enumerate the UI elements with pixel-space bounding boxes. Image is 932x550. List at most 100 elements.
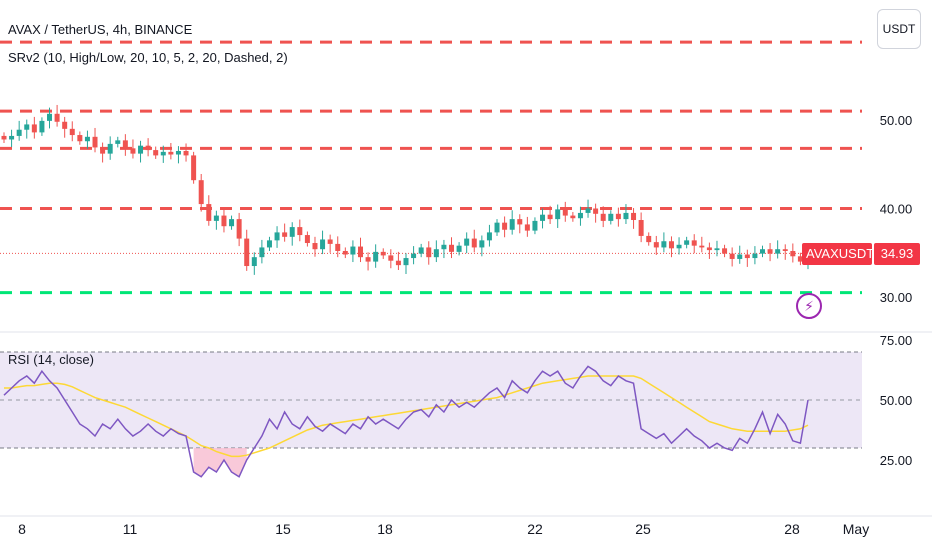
candle-body: [77, 135, 83, 142]
candle: [221, 208, 227, 233]
candle: [600, 206, 606, 228]
candle: [646, 232, 652, 246]
candle-body: [47, 113, 53, 121]
candle: [183, 143, 189, 162]
candle-body: [9, 135, 15, 140]
candle: [16, 120, 22, 141]
srv2-indicator-legend[interactable]: SRv2 (10, High/Low, 20, 10, 5, 2, 20, Da…: [8, 50, 288, 65]
rsi-ma-line: [4, 375, 809, 458]
candle: [130, 139, 136, 159]
candle: [138, 140, 144, 163]
candle: [608, 210, 614, 225]
candle-body: [494, 222, 500, 233]
candle-body: [570, 215, 576, 219]
rsi-band-fill: [0, 352, 862, 448]
candle: [691, 234, 697, 254]
candle-body: [714, 248, 720, 251]
candle-body: [593, 208, 599, 214]
candle-body: [502, 222, 508, 230]
candle-body: [282, 232, 288, 237]
candle: [244, 229, 250, 271]
candle-body: [737, 254, 743, 259]
candle: [570, 212, 576, 222]
candle-body: [122, 140, 128, 149]
candle-body: [608, 213, 614, 221]
candle: [115, 136, 121, 148]
currency-button[interactable]: USDT: [877, 9, 921, 49]
candle-body: [84, 136, 90, 142]
candle: [767, 243, 773, 262]
candle: [585, 199, 591, 218]
candle-body: [456, 245, 462, 252]
candle-body: [699, 245, 705, 248]
candle-body: [449, 244, 455, 252]
candle-body: [464, 238, 470, 246]
candle-body: [653, 242, 659, 248]
candle-body: [631, 212, 637, 221]
candle: [282, 223, 288, 242]
candle: [471, 229, 477, 253]
candle-body: [62, 121, 68, 129]
candle-body: [722, 248, 728, 254]
candle-body: [221, 215, 227, 227]
candle: [1, 132, 7, 144]
lightning-bolt-icon[interactable]: ⚡: [796, 293, 822, 319]
candle-body: [767, 249, 773, 254]
symbol-legend[interactable]: AVAX / TetherUS, 4h, BINANCE: [8, 22, 193, 37]
candle: [555, 204, 561, 228]
candle-body: [244, 238, 250, 267]
candle-body: [206, 204, 212, 221]
candle: [198, 173, 204, 212]
candle: [562, 201, 568, 222]
candle-body: [160, 151, 166, 156]
candle-body: [638, 220, 644, 236]
candle-body: [100, 147, 106, 154]
candle: [100, 142, 106, 163]
candle-body: [486, 232, 492, 241]
candle: [418, 243, 424, 258]
candle-body: [775, 249, 781, 254]
candle-body: [168, 151, 174, 155]
candle: [797, 252, 803, 266]
time-tick-label: 11: [123, 521, 138, 537]
candle-body: [418, 247, 424, 254]
candle: [289, 222, 295, 246]
candle-body: [380, 251, 386, 256]
candle-body: [191, 155, 197, 181]
candle: [684, 236, 690, 249]
candle-body: [251, 257, 257, 267]
support-resistance-layer: [0, 40, 862, 295]
candle: [373, 244, 379, 268]
candle: [433, 240, 439, 263]
price-tick-label: 50.00: [880, 113, 913, 128]
time-tick-label: 25: [635, 521, 651, 537]
candle: [411, 246, 417, 265]
candle-body: [92, 136, 98, 148]
candle-body: [646, 235, 652, 243]
candle-body: [691, 240, 697, 246]
rsi-band-layer: [0, 351, 862, 477]
candle-body: [585, 208, 591, 213]
candle: [213, 210, 219, 230]
candle: [722, 244, 728, 258]
candle: [509, 210, 515, 235]
candle: [107, 136, 113, 160]
candle-body: [744, 254, 750, 259]
rsi-indicator-legend[interactable]: RSI (14, close): [8, 352, 94, 367]
price-tick-label: 40.00: [880, 202, 913, 217]
candle: [92, 127, 98, 153]
candle: [320, 230, 326, 255]
candle: [752, 246, 758, 265]
candle-body: [39, 120, 45, 133]
candle-body: [115, 140, 121, 144]
candle: [494, 219, 500, 236]
candle-body: [509, 219, 515, 230]
candle: [782, 244, 788, 260]
candle-body: [684, 240, 690, 245]
rsi-tick-label: 75.00: [880, 333, 913, 348]
candle: [122, 134, 128, 156]
candle-body: [532, 220, 538, 231]
candle: [517, 214, 523, 234]
candle: [84, 130, 90, 149]
